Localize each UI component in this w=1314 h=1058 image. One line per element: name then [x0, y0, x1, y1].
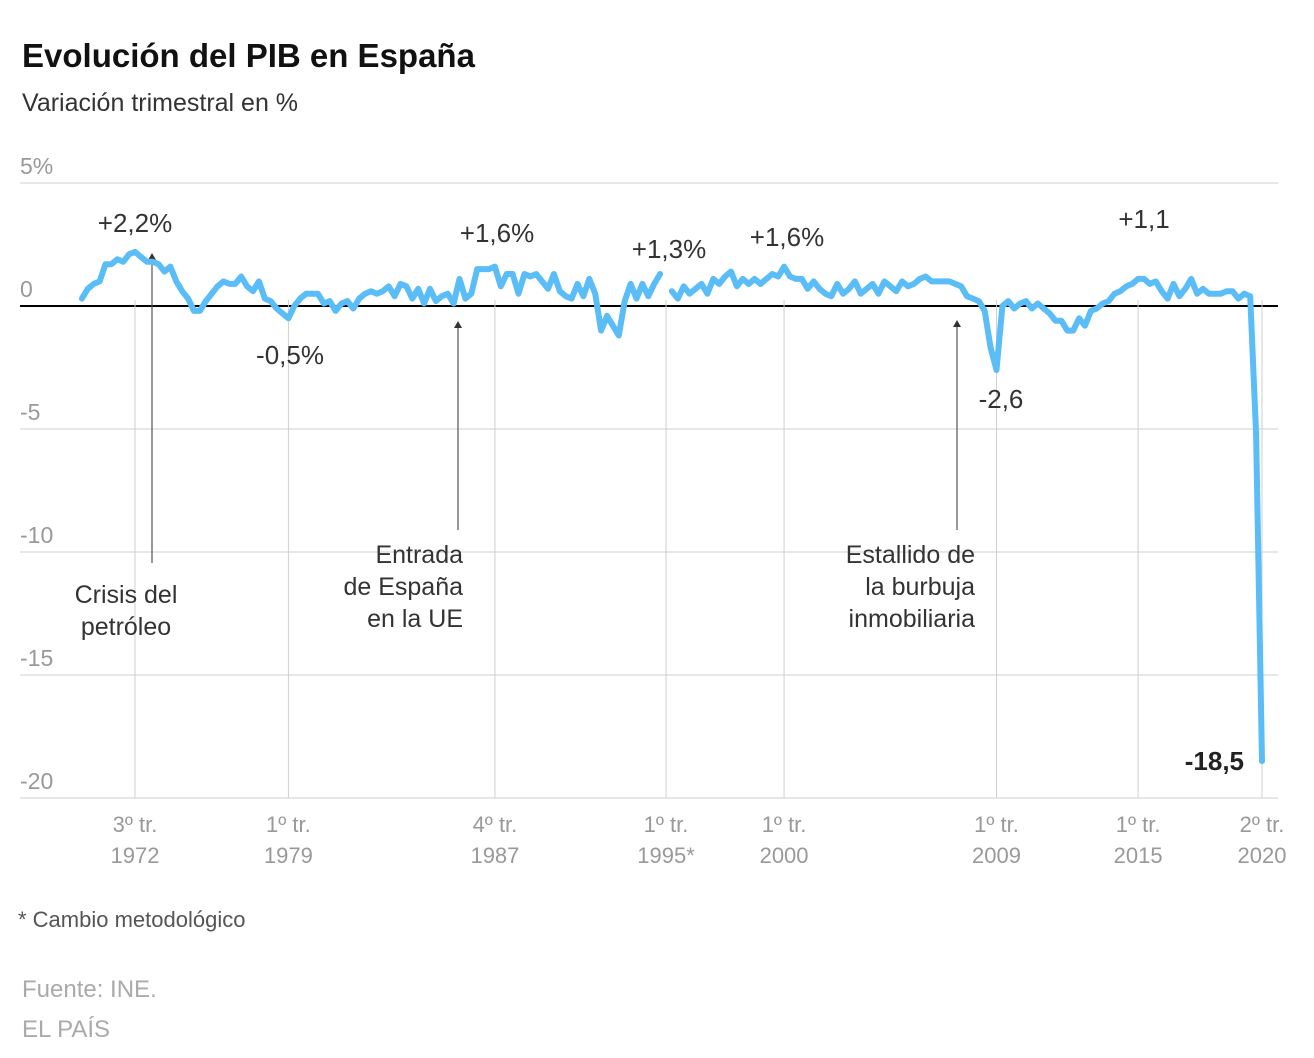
value-label: +1,1 [1118, 204, 1169, 234]
x-tick-quarter: 1º tr. [974, 812, 1019, 837]
y-tick-label: -5 [20, 399, 40, 425]
value-label: +2,2% [98, 208, 172, 238]
x-tick-quarter: 4º tr. [473, 812, 518, 837]
x-tick-quarter: 1º tr. [266, 812, 311, 837]
value-label: +1,6% [750, 222, 824, 252]
source: Fuente: INE. [22, 976, 157, 1003]
y-tick-label: -20 [20, 768, 53, 794]
footnote: * Cambio metodológico [18, 907, 245, 932]
x-tick-year: 1995* [637, 843, 695, 868]
x-tick-quarter: 1º tr. [1116, 812, 1161, 837]
value-label: +1,6% [460, 218, 534, 248]
event-annotations: Crisis del petróleo Entrada de España en la … [75, 541, 975, 641]
x-tick-year: 2009 [972, 843, 1021, 868]
value-labels: +2,2% -0,5% +1,6% +1,3% +1,6% -2,6 +1,1 -18,5 [98, 204, 1244, 776]
annotation-text: la burbuja [865, 573, 975, 601]
x-tick-quarter: 1º tr. [644, 812, 689, 837]
chart-subtitle: Variación trimestral en % [22, 89, 298, 117]
y-tick-label: -15 [20, 645, 53, 671]
gridlines [20, 182, 1278, 799]
series-lines [78, 248, 1265, 765]
chart-title: Evolución del PIB en España [22, 37, 476, 74]
annotation-text: Entrada [375, 541, 463, 569]
x-axis: 3º tr. 1972 1º tr. 1979 4º tr. 1987 1º tr. 1995… [111, 812, 1287, 868]
y-tick-label: 5% [20, 153, 53, 179]
y-axis: 5% 0 -5 -10 -15 -20 [20, 153, 53, 794]
x-tick-year: 2020 [1238, 843, 1287, 868]
x-tick-quarter: 2º tr. [1240, 812, 1285, 837]
gdp-series-line-2 [668, 263, 1265, 765]
annotation-arrows [148, 253, 961, 563]
publisher-logo: EL PAÍS [22, 1016, 110, 1043]
value-label: -0,5% [256, 340, 324, 370]
value-label: -2,6 [979, 384, 1024, 414]
annotation-text: Crisis del [75, 581, 178, 609]
x-tick-year: 2015 [1114, 843, 1163, 868]
x-tick-year: 1987 [470, 843, 519, 868]
gdp-series-line-1 [78, 248, 664, 339]
x-tick-quarter: 1º tr. [762, 812, 807, 837]
annotation-text: de España [343, 573, 463, 601]
value-label: -18,5 [1185, 746, 1244, 776]
y-tick-label: -10 [20, 522, 53, 548]
x-tick-year: 2000 [760, 843, 809, 868]
x-tick-year: 1972 [111, 843, 160, 868]
annotation-text: inmobiliaria [849, 605, 976, 633]
value-label: +1,3% [632, 234, 706, 264]
arrow-head-icon [148, 253, 156, 260]
arrow-head-icon [953, 320, 961, 327]
annotation-text: petróleo [81, 613, 171, 641]
annotation-text: en la UE [367, 605, 463, 633]
annotation-text: Estallido de [846, 541, 975, 569]
x-tick-quarter: 3º tr. [113, 812, 158, 837]
x-tick-year: 1979 [264, 843, 313, 868]
arrow-head-icon [454, 321, 462, 328]
y-tick-label: 0 [20, 276, 33, 302]
